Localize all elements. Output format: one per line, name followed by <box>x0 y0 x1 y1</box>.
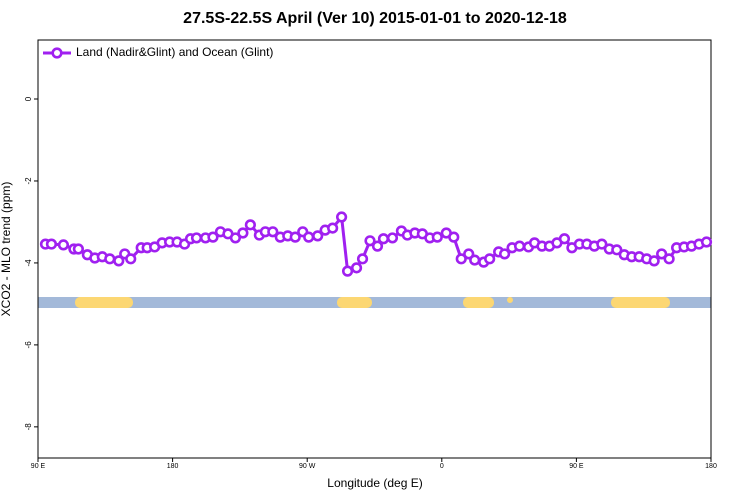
point <box>303 231 315 243</box>
point <box>104 253 116 265</box>
x-axis-label: Longitude (deg E) <box>327 476 422 490</box>
x-tick-label: 90 W <box>299 463 316 470</box>
point <box>663 253 675 265</box>
y-tick-label: -4 <box>24 259 33 267</box>
point <box>244 219 256 231</box>
y-tick-label: -2 <box>24 177 33 185</box>
point <box>312 230 324 242</box>
point <box>611 244 623 256</box>
point <box>57 239 70 251</box>
point <box>700 236 713 248</box>
plot-frame <box>37 39 712 459</box>
point <box>327 222 339 234</box>
point <box>377 233 390 245</box>
point <box>125 253 137 265</box>
point <box>72 243 84 255</box>
point <box>386 232 399 244</box>
x-tick-label: 90 E <box>569 463 584 470</box>
point <box>207 231 219 243</box>
point <box>267 226 279 238</box>
x-tick-label: 180 <box>167 463 179 470</box>
point <box>335 211 348 223</box>
point <box>455 253 467 265</box>
point <box>431 231 443 243</box>
x-tick-label: 90 E <box>31 463 46 470</box>
point <box>448 231 460 243</box>
point <box>341 265 354 277</box>
point <box>364 235 376 247</box>
y-tick-label: -8 <box>24 423 33 431</box>
point <box>350 262 363 274</box>
point <box>356 253 369 265</box>
point <box>469 254 481 266</box>
point <box>45 238 58 250</box>
point <box>371 240 384 252</box>
point <box>558 233 571 245</box>
x-tick-label: 180 <box>705 463 717 470</box>
legend-label: Land (Nadir&Glint) and Ocean (Glint) <box>76 45 273 59</box>
point <box>289 231 301 243</box>
point <box>596 238 608 250</box>
point <box>648 255 660 267</box>
y-tick-label: 0 <box>24 96 33 101</box>
chart-title: 27.5S-22.5S April (Ver 10) 2015-01-01 to… <box>183 10 567 27</box>
point <box>113 255 125 267</box>
y-tick-label: -6 <box>24 341 33 349</box>
point <box>190 232 203 244</box>
point <box>229 232 242 244</box>
land-ocean-strip <box>38 297 711 308</box>
legend-marker <box>51 47 63 59</box>
y-axis-label: XCO2 - MLO trend (ppm) <box>0 182 13 317</box>
point <box>484 253 496 265</box>
point <box>237 227 249 239</box>
point <box>499 248 511 260</box>
x-tick-label: 0 <box>440 463 444 470</box>
point <box>656 248 668 260</box>
point <box>513 240 526 252</box>
